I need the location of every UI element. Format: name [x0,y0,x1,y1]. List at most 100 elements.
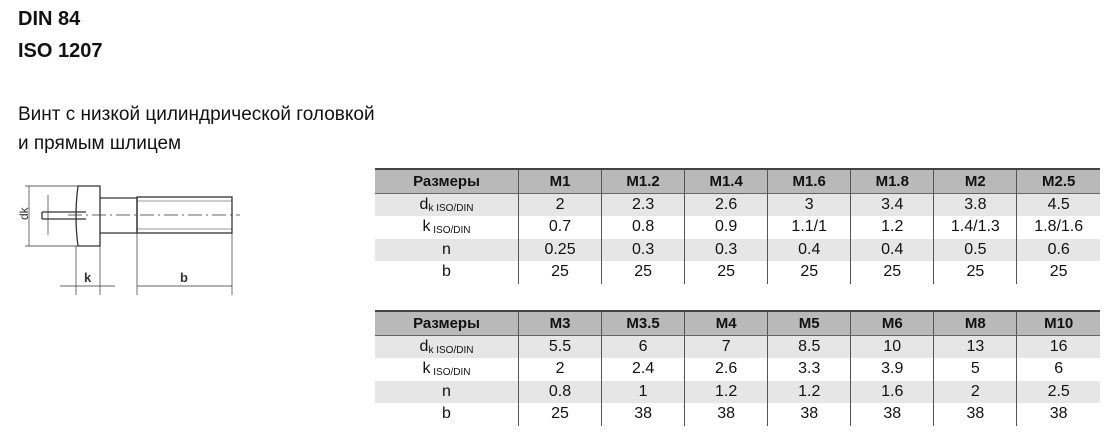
param-name: d [419,195,429,213]
row-label: b [375,261,519,284]
table-row: b 25 38 38 38 38 38 38 [375,403,1100,426]
param-name: d [419,337,429,355]
value-cell: 38 [767,403,851,426]
value-cell: 25 [767,261,851,284]
param-subscript: ISO/DIN [430,367,471,379]
header-cell: M1.4 [684,168,768,194]
description-line-2: и прямым шлицем [18,133,182,154]
label-dk: dk [17,206,31,220]
header-cell: M1.8 [850,168,934,194]
table-row: dk ISO/DIN 2 2.3 2.6 3 3.4 3.8 4.5 [375,193,1100,216]
value-cell: 25 [933,261,1017,284]
value-cell: 0.25 [517,238,602,261]
value-cell: 2.3 [601,193,685,216]
header-cell: Размеры [375,310,519,336]
value-cell: 7 [684,335,768,358]
header-row: Размеры M1 M1.2 M1.4 M1.6 M1.8 M2 M2.5 [375,168,1100,194]
row-label: k ISO/DIN [375,216,519,239]
value-cell: 2.6 [684,193,768,216]
header-cell: M2.5 [1016,168,1100,194]
value-cell: 0.4 [850,238,934,261]
value-cell: 2.6 [684,358,768,381]
header-cell: M10 [1016,310,1100,336]
value-cell: 38 [850,403,934,426]
description-line-1: Винт с низкой цилиндрической головкой [18,104,375,125]
value-cell: 4.5 [1016,193,1100,216]
value-cell: 38 [1016,403,1100,426]
value-cell: 25 [601,261,685,284]
param-name: n [442,382,451,400]
value-cell: 2 [933,380,1017,403]
table-row: n 0.25 0.3 0.3 0.4 0.4 0.5 0.6 [375,238,1100,261]
row-label: k ISO/DIN [375,358,519,381]
table-row: k ISO/DIN 0.7 0.8 0.9 1.1/1 1.2 1.4/1.3 1.8/1.6 [375,216,1100,239]
row-label: b [375,403,519,426]
row-label: n [375,380,519,403]
param-name: b [442,405,451,423]
standard-iso: ISO 1207 [18,40,103,62]
value-cell: 1.2 [684,380,768,403]
value-cell: 38 [601,403,685,426]
value-cell: 3.8 [933,193,1017,216]
header-cell: Размеры [375,168,519,194]
value-cell: 16 [1016,335,1100,358]
table-row: dk ISO/DIN 5.5 6 7 8.5 10 13 16 [375,335,1100,358]
header-cell: M8 [933,310,1017,336]
label-k: k [84,270,92,285]
value-cell: 38 [933,403,1017,426]
header-cell: M4 [684,310,768,336]
value-cell: 0.4 [767,238,851,261]
standard-din: DIN 84 [18,8,81,30]
header-cell: M3 [517,310,602,336]
value-cell: 3 [767,193,851,216]
row-label: dk ISO/DIN [375,193,519,216]
table-row: n 0.8 1 1.2 1.2 1.6 2 2.5 [375,380,1100,403]
param-name: k [422,218,431,236]
row-label: dk ISO/DIN [375,335,519,358]
header-row: Размеры M3 M3.5 M4 M5 M6 M8 M10 [375,310,1100,336]
header-cell: M1.2 [601,168,685,194]
value-cell: 25 [517,261,602,284]
table-row: b 25 25 25 25 25 25 25 [375,261,1100,284]
value-cell: 0.8 [601,216,685,239]
value-cell: 0.9 [684,216,768,239]
value-cell: 1.6 [850,380,934,403]
value-cell: 1.2 [767,380,851,403]
header-cell: M1.6 [767,168,851,194]
value-cell: 25 [1016,261,1100,284]
value-cell: 0.6 [1016,238,1100,261]
value-cell: 1 [601,380,685,403]
value-cell: 25 [517,403,602,426]
value-cell: 13 [933,335,1017,358]
value-cell: 1.4/1.3 [933,216,1017,239]
value-cell: 1.2 [850,216,934,239]
value-cell: 5.5 [517,335,602,358]
header-cell: M1 [517,168,602,194]
value-cell: 0.5 [933,238,1017,261]
param-name: n [442,240,451,258]
value-cell: 38 [684,403,768,426]
value-cell: 3.4 [850,193,934,216]
value-cell: 2 [517,358,602,381]
param-name: b [442,263,451,281]
value-cell: 0.3 [684,238,768,261]
screw-drawing: dk k b [17,185,240,295]
param-subscript: ISO/DIN [430,225,471,237]
row-label: n [375,238,519,261]
value-cell: 2.4 [601,358,685,381]
value-cell: 0.7 [517,216,602,239]
header-cell: M5 [767,310,851,336]
value-cell: 25 [850,261,934,284]
label-b: b [180,270,188,285]
header-cell: M3.5 [601,310,685,336]
value-cell: 1.8/1.6 [1016,216,1100,239]
value-cell: 5 [933,358,1017,381]
value-cell: 6 [1016,358,1100,381]
param-subscript: k ISO/DIN [428,202,474,214]
value-cell: 25 [684,261,768,284]
value-cell: 2.5 [1016,380,1100,403]
param-name: k [422,360,431,378]
value-cell: 0.3 [601,238,685,261]
value-cell: 2 [517,193,602,216]
description: Винт с низкой цилиндрической головкой и … [18,100,375,158]
